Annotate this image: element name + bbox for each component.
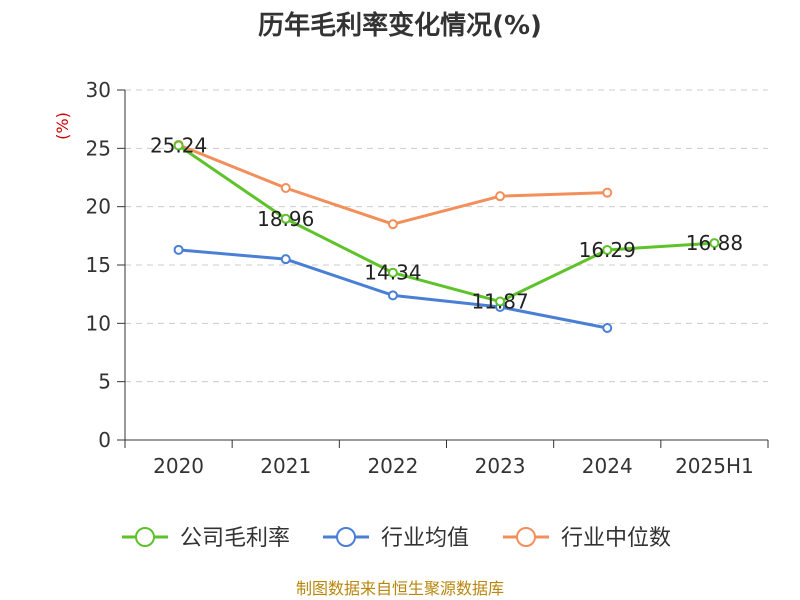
legend-item: 公司毛利率 — [122, 526, 290, 551]
y-tick-label: 20 — [86, 195, 111, 219]
x-tick-label: 2023 — [475, 454, 526, 478]
series-2 — [173, 139, 613, 230]
data-point — [387, 219, 398, 230]
data-point — [280, 213, 291, 224]
series-line — [177, 144, 715, 304]
data-point — [173, 244, 184, 255]
series-1 — [173, 244, 613, 333]
data-point — [602, 187, 613, 198]
data-point — [602, 323, 613, 333]
data-point — [280, 183, 291, 193]
gridlines — [125, 89, 768, 383]
legend: 公司毛利率 行业均值 行业中位数 — [122, 526, 671, 551]
y-tick-label: 5 — [98, 370, 111, 394]
data-point — [495, 296, 506, 307]
series-0 — [173, 140, 720, 307]
y-tick-label: 0 — [98, 428, 111, 452]
data-point — [173, 140, 184, 151]
x-tick-label: 2021 — [260, 454, 311, 478]
y-tick-label: 30 — [86, 78, 111, 102]
data-point — [709, 238, 720, 249]
data-label: 16.88 — [686, 231, 743, 255]
x-tick-label: 2025H1 — [675, 454, 754, 478]
legend-label: 行业中位数 — [561, 526, 671, 551]
legend-item: 行业中位数 — [503, 526, 671, 551]
x-tick-label: 2022 — [367, 454, 418, 478]
x-tick-label: 2024 — [582, 454, 633, 478]
series-line — [178, 143, 608, 226]
series-group — [173, 139, 720, 333]
data-labels: 25.24 18.96 14.34 11.87 16.29 16.88 — [150, 134, 743, 314]
data-point — [602, 244, 613, 255]
y-axis-label: (%) — [53, 112, 72, 140]
data-label: 25.24 — [150, 134, 207, 158]
y-tick-label: 25 — [86, 136, 111, 160]
legend-label: 公司毛利率 — [180, 526, 290, 551]
axes: 0 5 10 15 20 25 30 2020 2021 2022 2023 2024 2025H1 — [86, 78, 769, 478]
data-point — [387, 267, 398, 278]
legend-item: 行业均值 — [323, 526, 469, 551]
legend-label: 行业均值 — [381, 526, 469, 551]
data-label: 14.34 — [364, 261, 421, 285]
data-label: 11.87 — [471, 290, 528, 314]
legend-marker — [135, 527, 155, 547]
x-tick-label: 2020 — [153, 454, 204, 478]
data-label: 18.96 — [257, 207, 314, 231]
y-tick-label: 15 — [86, 253, 111, 277]
y-tick-label: 10 — [86, 311, 111, 335]
data-label: 16.29 — [579, 238, 636, 262]
data-point — [495, 191, 506, 202]
legend-marker — [516, 527, 536, 547]
data-point — [280, 254, 291, 265]
legend-marker — [336, 527, 356, 547]
data-point — [387, 290, 398, 301]
chart-title: 历年毛利率变化情况(%) — [258, 10, 542, 41]
source-note: 制图数据来自恒生聚源数据库 — [296, 579, 504, 598]
